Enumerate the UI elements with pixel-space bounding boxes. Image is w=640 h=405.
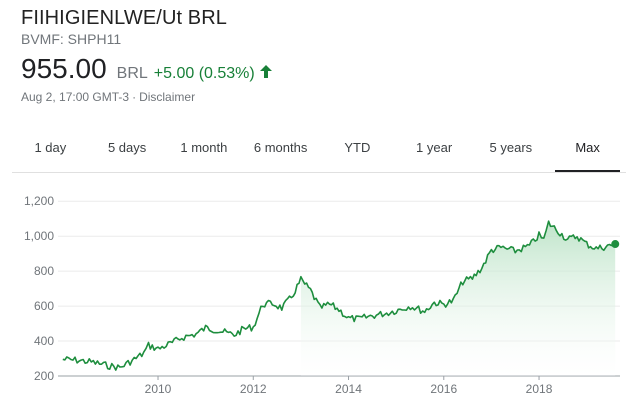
quote-header: FIIHIGIENLWE/Ut BRL BVMF: SHPH11 955.00 … bbox=[21, 6, 630, 104]
price-chart-svg: 200 400 600 800 1,000 1,200 2010 2012 2014 2016 20… bbox=[24, 194, 620, 396]
tab-5-days[interactable]: 5 days bbox=[107, 140, 147, 155]
y-tick-label: 600 bbox=[34, 299, 54, 313]
tab-ytd[interactable]: YTD bbox=[344, 140, 371, 155]
price-row: 955.00 BRL +5.00 (0.53%) bbox=[21, 54, 630, 84]
price-line bbox=[62, 220, 616, 371]
up-arrow-icon bbox=[259, 65, 272, 83]
disclaimer-link[interactable]: Disclaimer bbox=[139, 90, 196, 104]
last-price-point bbox=[611, 240, 620, 249]
price-area-fill bbox=[300, 221, 616, 376]
price-currency: BRL bbox=[116, 65, 148, 82]
quote-meta: Aug 2, 17:00 GMT-3 · Disclaimer bbox=[21, 90, 630, 104]
tab-max[interactable]: Max bbox=[549, 132, 626, 172]
ticker-symbol: BVMF: SHPH11 bbox=[21, 31, 122, 47]
x-tick-label: 2016 bbox=[430, 382, 457, 396]
meta-separator: · bbox=[132, 90, 137, 104]
y-tick-label: 1,200 bbox=[24, 194, 54, 208]
y-tick-label: 800 bbox=[34, 264, 54, 278]
x-tick-label: 2018 bbox=[526, 382, 553, 396]
time-range-tabs: 1 day 5 days 1 month 6 months YTD 1 year… bbox=[12, 132, 626, 172]
quote-timestamp: Aug 2, 17:00 GMT-3 bbox=[21, 90, 130, 104]
y-tick-label: 400 bbox=[34, 334, 54, 348]
current-price: 955.00 bbox=[21, 53, 107, 84]
tab-6-months[interactable]: 6 months bbox=[253, 140, 308, 155]
tabs-divider bbox=[12, 172, 626, 173]
tab-1-day[interactable]: 1 day bbox=[34, 140, 67, 155]
x-tick-label: 2014 bbox=[335, 382, 362, 396]
price-change: +5.00 (0.53%) bbox=[153, 65, 255, 82]
price-chart[interactable]: 200 400 600 800 1,000 1,200 2010 2012 2014 2016 20… bbox=[0, 176, 640, 405]
security-name: FIIHIGIENLWE/Ut BRL bbox=[21, 7, 228, 29]
y-tick-label: 200 bbox=[34, 369, 54, 383]
y-tick-label: 1,000 bbox=[24, 229, 54, 243]
tab-1-year[interactable]: 1 year bbox=[416, 140, 453, 155]
x-tick-label: 2010 bbox=[145, 382, 172, 396]
x-tick-label: 2012 bbox=[240, 382, 267, 396]
tab-5-years[interactable]: 5 years bbox=[489, 140, 533, 155]
tab-1-month[interactable]: 1 month bbox=[180, 140, 228, 155]
